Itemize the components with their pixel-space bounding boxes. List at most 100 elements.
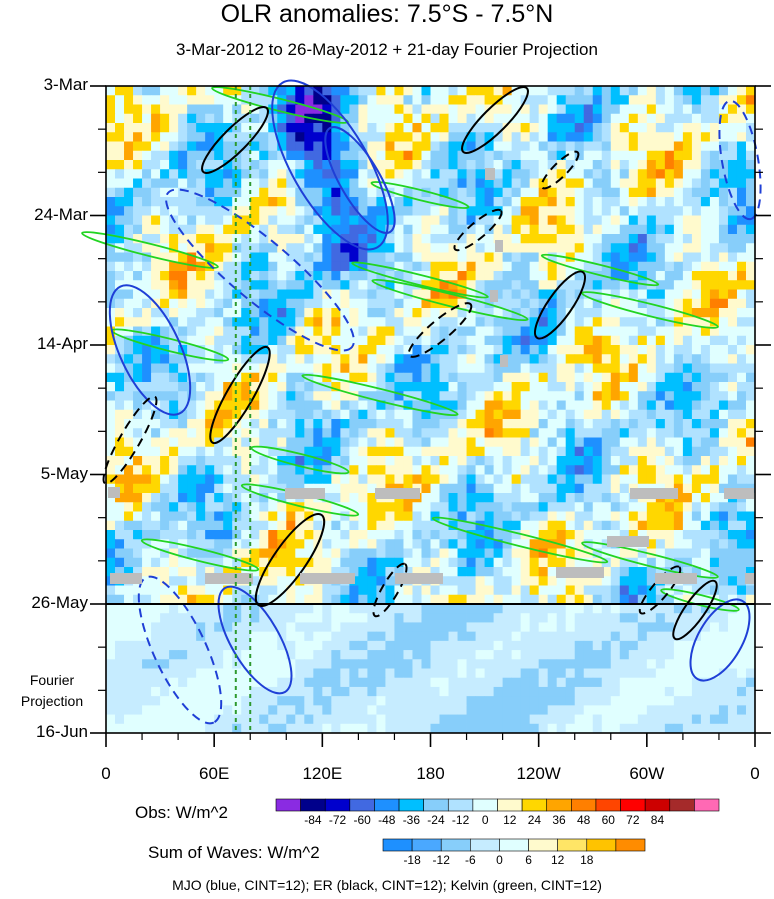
obs-cell bbox=[736, 437, 747, 448]
obs-cell bbox=[241, 409, 251, 420]
projection-cell bbox=[196, 650, 206, 660]
obs-cell bbox=[295, 252, 305, 263]
obs-cell bbox=[466, 234, 476, 244]
obs-cell bbox=[196, 345, 206, 355]
obs-cell bbox=[709, 104, 720, 115]
obs-cell bbox=[448, 187, 458, 198]
obs-cell bbox=[241, 345, 251, 355]
obs-cell bbox=[412, 178, 422, 189]
obs-cell bbox=[565, 206, 576, 216]
obs-cell bbox=[178, 400, 188, 411]
projection-cell bbox=[358, 640, 368, 651]
projection-cell bbox=[340, 622, 350, 633]
obs-cell bbox=[259, 474, 269, 485]
obs-cell bbox=[610, 557, 621, 568]
obs-cell bbox=[691, 391, 702, 401]
obs-cell bbox=[187, 428, 197, 438]
obs-cell bbox=[628, 567, 639, 577]
obs-cell bbox=[385, 298, 395, 309]
projection-cell bbox=[709, 622, 720, 633]
obs-cell bbox=[286, 206, 296, 216]
obs-cell bbox=[709, 243, 720, 253]
projection-cell bbox=[736, 677, 747, 688]
obs-cell bbox=[142, 243, 152, 253]
obs-cell bbox=[637, 178, 648, 189]
obs-cell bbox=[268, 123, 278, 133]
obs-cell bbox=[709, 345, 720, 355]
obs-cell bbox=[277, 150, 287, 161]
obs-cell bbox=[529, 594, 540, 605]
obs-cell bbox=[691, 594, 702, 605]
projection-cell bbox=[439, 604, 449, 614]
obs-cell bbox=[664, 567, 675, 577]
obs-cell bbox=[583, 585, 594, 596]
obs-cell bbox=[511, 530, 522, 540]
obs-cell bbox=[583, 141, 594, 152]
obs-cell bbox=[556, 271, 567, 281]
obs-cell bbox=[448, 206, 458, 216]
obs-cell bbox=[178, 354, 188, 364]
projection-cell bbox=[583, 604, 594, 614]
obs-cell bbox=[736, 502, 747, 512]
obs-cell bbox=[547, 400, 558, 411]
obs-cell bbox=[574, 391, 585, 401]
obs-cell bbox=[457, 474, 467, 485]
obs-cell bbox=[250, 520, 260, 531]
obs-cell bbox=[664, 113, 675, 124]
obs-cell bbox=[511, 419, 522, 429]
obs-cell bbox=[682, 391, 693, 401]
obs-cell bbox=[259, 289, 269, 300]
obs-cell bbox=[475, 483, 485, 494]
obs-cell bbox=[556, 511, 567, 522]
obs-cell bbox=[439, 576, 449, 586]
obs-cell bbox=[502, 576, 513, 586]
obs-cell bbox=[214, 243, 224, 253]
projection-cell bbox=[520, 659, 531, 669]
obs-cell bbox=[403, 326, 413, 337]
projection-cell bbox=[709, 650, 720, 660]
obs-cell bbox=[115, 197, 125, 207]
obs-cell bbox=[673, 289, 684, 300]
projection-cell bbox=[574, 677, 585, 688]
obs-cell bbox=[151, 113, 161, 124]
obs-cell bbox=[412, 428, 422, 438]
obs-cell bbox=[196, 594, 206, 605]
obs-cell bbox=[520, 298, 531, 309]
projection-cell bbox=[304, 650, 314, 660]
obs-cell bbox=[745, 391, 756, 401]
obs-cell bbox=[565, 345, 576, 355]
obs-cell bbox=[277, 400, 287, 411]
obs-cell bbox=[628, 261, 639, 272]
obs-cell bbox=[655, 372, 666, 383]
obs-cell bbox=[475, 382, 485, 392]
projection-cell bbox=[196, 668, 206, 679]
obs-cell bbox=[682, 326, 693, 337]
obs-cell bbox=[700, 372, 711, 383]
obs-cell bbox=[187, 400, 197, 411]
projection-cell bbox=[520, 640, 531, 651]
obs-cell bbox=[538, 261, 549, 272]
projection-cell bbox=[601, 686, 612, 697]
obs-cell bbox=[682, 446, 693, 457]
obs-cell bbox=[664, 548, 675, 559]
projection-cell bbox=[160, 723, 170, 734]
projection-cell bbox=[295, 659, 305, 669]
obs-cell bbox=[178, 585, 188, 596]
obs-cell bbox=[358, 382, 368, 392]
obs-cell bbox=[358, 308, 368, 318]
obs-cell bbox=[664, 419, 675, 429]
obs-cell bbox=[232, 86, 242, 96]
obs-cell bbox=[727, 391, 738, 401]
obs-cell bbox=[151, 160, 161, 170]
projection-cell bbox=[124, 650, 134, 660]
obs-cell bbox=[142, 511, 152, 522]
obs-cell bbox=[700, 169, 711, 179]
obs-cell bbox=[529, 160, 540, 170]
obs-cell bbox=[448, 298, 458, 309]
obs-cell bbox=[565, 354, 576, 364]
projection-cell bbox=[115, 668, 125, 679]
obs-cell bbox=[736, 419, 747, 429]
obs-cell bbox=[124, 548, 134, 559]
obs-cell bbox=[628, 206, 639, 216]
obs-cell bbox=[619, 243, 630, 253]
